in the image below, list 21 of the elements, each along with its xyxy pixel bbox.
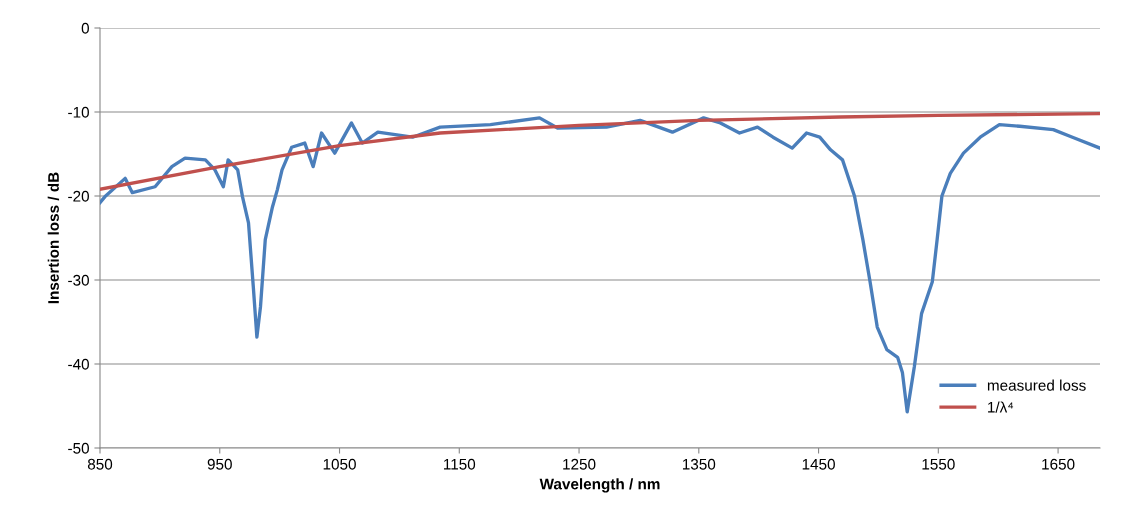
- x-tick-label: 1550: [922, 458, 955, 470]
- y-axis-title: Insertion loss / dB: [47, 172, 60, 304]
- x-tick-label: 850: [87, 458, 113, 470]
- legend-label: measured loss: [987, 379, 1086, 391]
- y-tick-label: 0: [81, 22, 89, 34]
- x-tick-label: 1350: [682, 458, 716, 470]
- y-tick-label: -30: [68, 274, 89, 286]
- x-axis-title: Wavelength / nm: [539, 478, 660, 493]
- line-series: [100, 116, 1100, 414]
- legend-label: 1/λ⁴: [988, 401, 1014, 413]
- y-tick-label: -50: [68, 442, 89, 454]
- y-tick-label: -40: [68, 358, 89, 370]
- line-series: [100, 112, 1100, 191]
- x-tick-label: 1250: [563, 458, 596, 470]
- y-tick-label: -20: [68, 190, 89, 202]
- x-tick-label: 1150: [444, 458, 476, 470]
- y-tick-label: -10: [68, 106, 89, 118]
- x-tick-label: 950: [207, 458, 232, 470]
- x-tick-label: 1050: [323, 458, 356, 470]
- x-tick-label: 1650: [1042, 458, 1075, 470]
- x-tick-label: 1450: [802, 458, 835, 470]
